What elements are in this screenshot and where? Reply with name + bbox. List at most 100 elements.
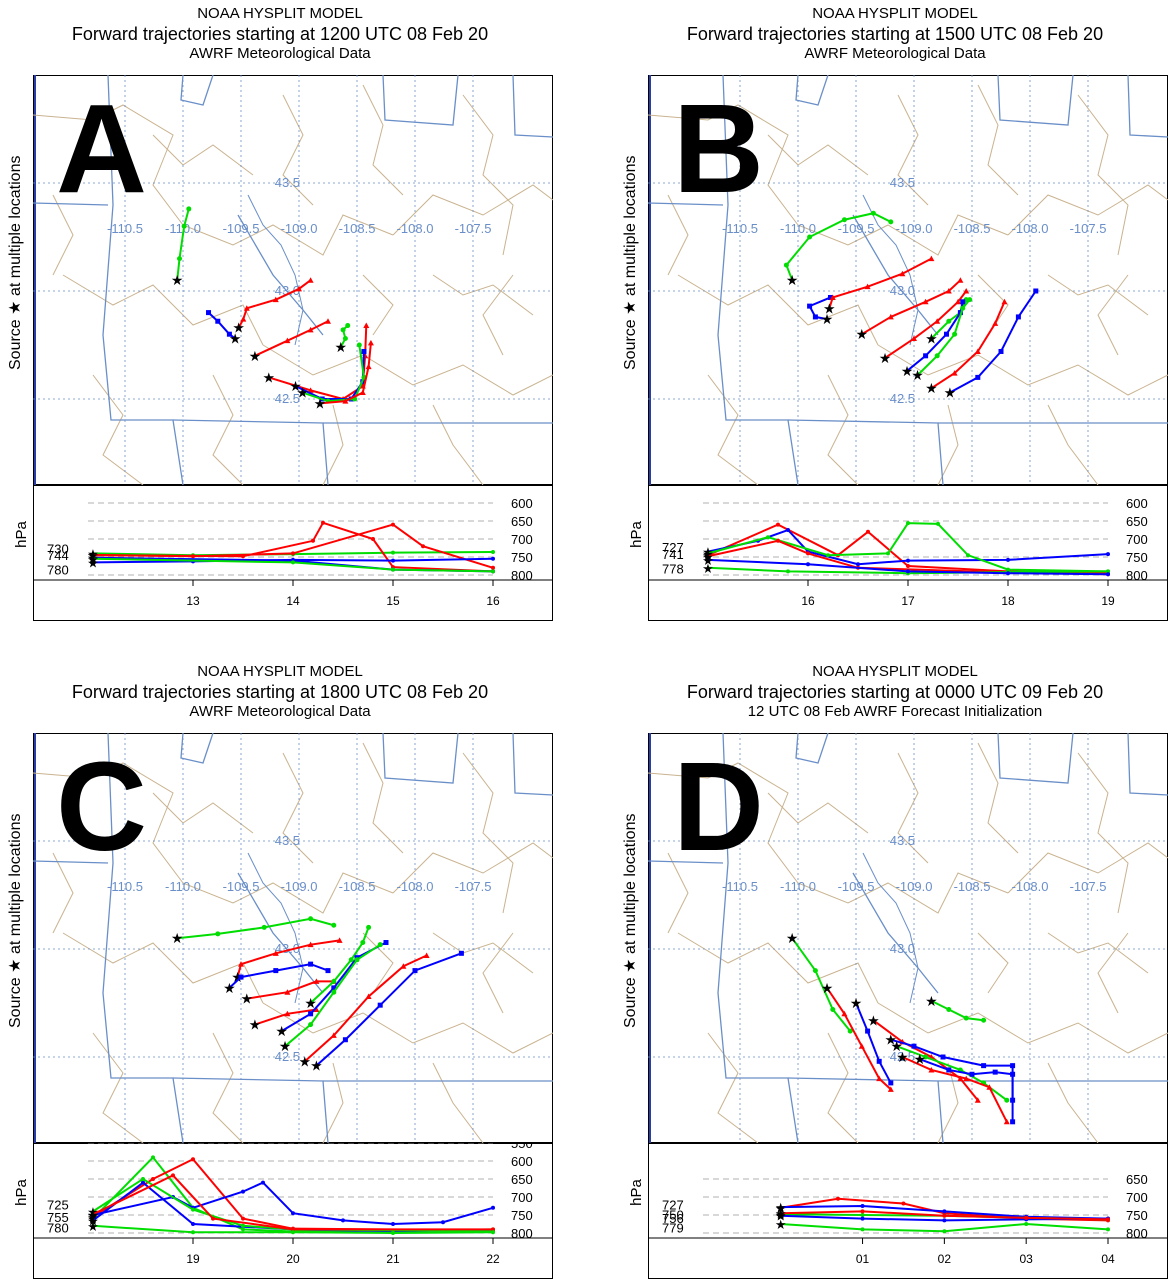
lon-label: -110.5 [722, 221, 758, 236]
time-tick-label: 02 [938, 1252, 952, 1266]
time-tick-label: 17 [901, 594, 915, 608]
lat-label: 43.0 [890, 283, 915, 298]
source-star-icon: ★ [925, 331, 938, 347]
trajectory-marker [336, 937, 343, 943]
lat-label: 43.5 [275, 833, 300, 848]
pressure-tick-label: 600 [1126, 496, 1148, 511]
map-frame [648, 75, 1168, 485]
source-star-icon: ★ [775, 1200, 787, 1215]
source-star-icon: ★ [275, 1023, 288, 1039]
lon-label: -108.5 [954, 879, 991, 894]
map-ylabel: Source ★ at multiple locations [5, 130, 25, 370]
county-line [937, 404, 959, 485]
trajectory-marker [215, 318, 221, 324]
county-line [667, 194, 689, 276]
trajectory-marker [342, 1037, 348, 1043]
source-star-icon: ★ [87, 548, 99, 563]
trajectory-marker [934, 353, 940, 359]
county-line [322, 404, 344, 485]
lon-label: -110.5 [722, 879, 758, 894]
source-star-icon: ★ [289, 378, 302, 394]
map-basemap: -110.5 -110.0 -109.5 -109.0 -108.5 -108.0 -107… [648, 733, 1168, 1143]
pressure-marker [1106, 1217, 1110, 1222]
lon-label: -110.0 [165, 879, 201, 894]
lon-label: -110.5 [107, 221, 143, 236]
trajectory-marker [361, 348, 367, 354]
pressure-marker [191, 1207, 195, 1212]
trajectory-marker [365, 363, 372, 370]
county-line [797, 214, 1009, 256]
lon-label: -108.5 [339, 879, 376, 894]
county-line [827, 1032, 859, 1143]
trajectory-marker [340, 327, 346, 333]
state-border [1127, 75, 1168, 138]
pressure-tick-label: 700 [1126, 532, 1148, 547]
trajectory-marker [981, 1017, 987, 1023]
panel-letter: B [673, 78, 764, 219]
trajectory-marker [864, 283, 871, 290]
source-star-icon: ★ [87, 552, 99, 567]
pressure-marker [191, 554, 195, 559]
start-level-label: 780 [47, 562, 69, 577]
trajectory-marker [887, 313, 894, 320]
lat-label: 42.5 [890, 391, 915, 406]
source-star-icon: ★ [310, 1058, 323, 1074]
county-line [52, 194, 74, 276]
trajectory-marker [359, 389, 366, 396]
source-star-icon: ★ [944, 385, 957, 401]
county-line [648, 104, 799, 226]
lat-label: 43.5 [275, 175, 300, 190]
pressure-marker [856, 562, 860, 567]
pressure-marker [491, 556, 495, 561]
trajectory-marker [261, 924, 267, 930]
trajectory-marker [360, 940, 366, 946]
county-line [62, 932, 264, 1004]
pressure-marker [391, 1231, 395, 1235]
trajectory-marker [308, 1022, 314, 1028]
source-star-icon: ★ [821, 311, 834, 327]
trajectory-marker [308, 961, 314, 967]
trajectory-marker [458, 950, 464, 956]
trajectory-marker [887, 1086, 894, 1092]
source-star-icon: ★ [171, 930, 184, 946]
lon-label: -110.5 [107, 879, 143, 894]
pressure-marker [391, 558, 395, 563]
lon-label: -108.0 [397, 879, 434, 894]
source-star-icon: ★ [87, 1207, 99, 1222]
trajectory-marker [1010, 1063, 1016, 1069]
trajectory-marker [331, 989, 337, 995]
lon-label: -109.0 [281, 879, 318, 894]
pressure-marker [966, 553, 970, 558]
map-ylabel-rest: at multiple locations [7, 813, 24, 955]
time-tick-label: 21 [386, 1252, 400, 1266]
trajectory-marker [829, 294, 836, 300]
trajectory-marker [998, 348, 1004, 354]
county-line [648, 762, 799, 884]
county-line [432, 274, 534, 316]
trajectory-marker [847, 1028, 853, 1034]
trajectory-marker [888, 219, 894, 225]
map-ylabel-source: Source [7, 977, 24, 1028]
pressure-marker [391, 522, 395, 527]
trajectory-marker [876, 1058, 882, 1064]
trajectory-marker [243, 305, 250, 311]
county-line [937, 1062, 959, 1143]
county-line [1007, 184, 1168, 236]
source-star-icon: ★ [856, 326, 869, 342]
pressure-marker [786, 569, 790, 574]
source-star-icon: ★ [890, 1038, 903, 1054]
trajectory-marker [967, 297, 973, 303]
source-star-icon: ★ [914, 1051, 927, 1067]
pressure-marker [942, 1213, 947, 1218]
source-star-icon: ★ [263, 369, 276, 385]
start-level-label: 755 [47, 1210, 69, 1225]
pressure-marker [341, 1218, 345, 1223]
time-tick-label: 20 [286, 1252, 300, 1266]
county-line [212, 1032, 244, 1143]
pressure-marker [491, 1205, 495, 1210]
pressure-tick-label: 650 [511, 1172, 533, 1187]
trajectory-marker [981, 1063, 987, 1069]
map-frame [648, 733, 1168, 1143]
trajectory-marker [206, 310, 212, 316]
source-star-icon: ★ [775, 1201, 787, 1216]
